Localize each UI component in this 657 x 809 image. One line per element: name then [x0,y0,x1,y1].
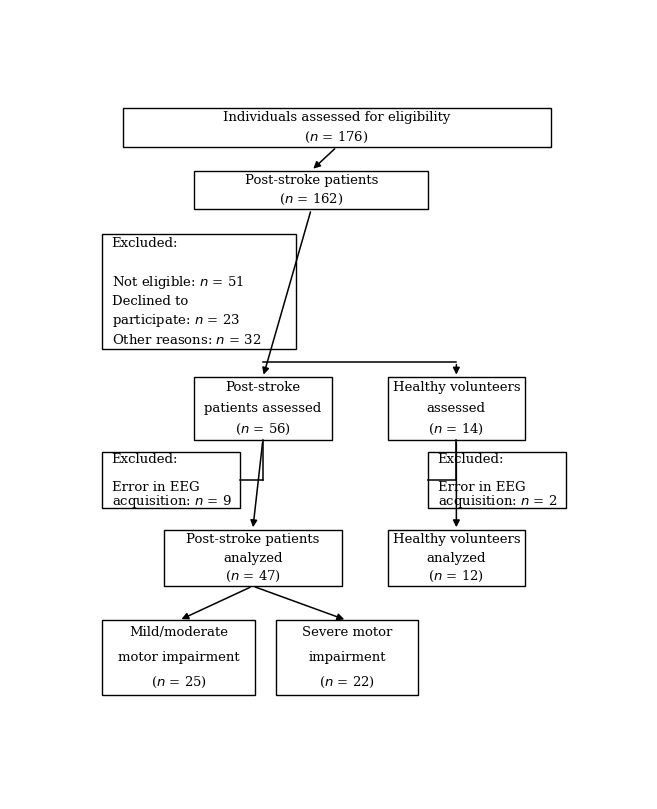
Text: patients assessed: patients assessed [204,402,321,415]
Text: ($\it{n}$ = 22): ($\it{n}$ = 22) [319,675,375,690]
Text: Mild/moderate: Mild/moderate [129,626,229,639]
Text: analyzed: analyzed [223,552,283,565]
Text: Declined to: Declined to [112,294,188,308]
Text: ($\it{n}$ = 176): ($\it{n}$ = 176) [304,129,369,145]
Text: Post-stroke patients: Post-stroke patients [244,174,378,187]
Text: acquisition: $\it{n}$ = 2: acquisition: $\it{n}$ = 2 [438,493,557,510]
Text: Error in EEG: Error in EEG [112,481,199,493]
Bar [194,171,428,210]
Bar [428,452,566,508]
Text: Individuals assessed for eligibility: Individuals assessed for eligibility [223,112,451,125]
Text: ($\it{n}$ = 25): ($\it{n}$ = 25) [151,675,207,690]
Text: participate: $\it{n}$ = 23: participate: $\it{n}$ = 23 [112,312,240,329]
Bar [102,621,255,695]
Text: impairment: impairment [308,651,386,664]
Text: ($\it{n}$ = 56): ($\it{n}$ = 56) [235,421,291,437]
Text: Excluded:: Excluded: [438,453,504,466]
Text: Post-stroke: Post-stroke [225,381,300,394]
Text: assessed: assessed [427,402,486,415]
Text: Post-stroke patients: Post-stroke patients [186,533,319,546]
Bar [388,530,525,586]
Bar [123,108,551,147]
Bar [164,530,342,586]
Bar [102,452,240,508]
Text: Error in EEG: Error in EEG [438,481,525,493]
Text: acquisition: $\it{n}$ = 9: acquisition: $\it{n}$ = 9 [112,493,231,510]
Text: Healthy volunteers: Healthy volunteers [392,381,520,394]
Bar [194,377,332,440]
Text: ($\it{n}$ = 162): ($\it{n}$ = 162) [279,192,344,207]
Text: Severe motor: Severe motor [302,626,392,639]
Text: analyzed: analyzed [426,552,486,565]
Text: ($\it{n}$ = 47): ($\it{n}$ = 47) [225,570,281,584]
Text: motor impairment: motor impairment [118,651,240,664]
Text: Excluded:: Excluded: [112,237,178,250]
Text: ($\it{n}$ = 12): ($\it{n}$ = 12) [428,570,484,584]
Bar [276,621,419,695]
Text: Healthy volunteers: Healthy volunteers [392,533,520,546]
Text: Not eligible: $\it{n}$ = 51: Not eligible: $\it{n}$ = 51 [112,273,244,290]
Bar [388,377,525,440]
Bar [102,234,296,349]
Text: Excluded:: Excluded: [112,453,178,466]
Text: ($\it{n}$ = 14): ($\it{n}$ = 14) [428,421,484,437]
Text: Other reasons: $\it{n}$ = 32: Other reasons: $\it{n}$ = 32 [112,332,261,347]
